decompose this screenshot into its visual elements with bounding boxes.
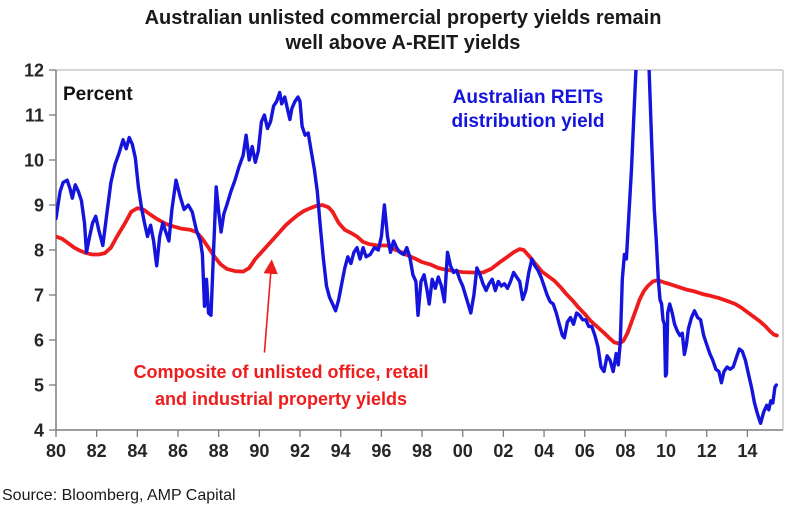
chart-title: Australian unlisted commercial property … <box>0 6 806 56</box>
x-tick-label: 10 <box>656 441 676 461</box>
x-tick-label: 98 <box>412 441 432 461</box>
property-label-arrow <box>263 259 278 353</box>
y-tick-label: 5 <box>34 376 44 396</box>
y-tick-label: 8 <box>34 241 44 261</box>
x-tick-label: 90 <box>249 441 269 461</box>
property-series-label-line1: Composite of unlisted office, retail <box>133 362 429 382</box>
y-tick-label: 11 <box>25 106 44 126</box>
reit-series-label-line1: Australian REITs <box>452 87 604 108</box>
y-tick-label: 9 <box>34 196 44 216</box>
y-tick-label: 7 <box>34 286 44 306</box>
chart-title-line1: Australian unlisted commercial property … <box>144 7 662 29</box>
y-tick-label: 10 <box>24 151 44 171</box>
reit-yield-line <box>56 70 778 425</box>
x-tick-label: 06 <box>575 441 595 461</box>
x-tick-label: 96 <box>371 441 391 461</box>
reit-series-label: Australian REITs distribution yield <box>428 86 628 134</box>
y-tick-label: 6 <box>34 331 44 351</box>
x-tick-label: 80 <box>46 441 66 461</box>
x-tick-label: 88 <box>209 441 229 461</box>
x-tick-label: 84 <box>127 441 147 461</box>
x-tick-label: 12 <box>697 441 717 461</box>
x-tick-label: 86 <box>168 441 188 461</box>
x-tick-label: 14 <box>737 441 757 461</box>
y-axis-unit-label: Percent <box>63 84 133 105</box>
x-tick-label: 00 <box>453 441 473 461</box>
property-series-label-line2: and industrial property yields <box>154 389 408 409</box>
source-credit: Source: Bloomberg, AMP Capital <box>2 487 236 504</box>
x-tick-label: 04 <box>534 441 554 461</box>
unlisted-property-yield-line <box>56 203 779 346</box>
reit-series-label-line2: distribution yield <box>451 111 605 132</box>
x-tick-label: 92 <box>290 441 310 461</box>
chart-title-line2: well above A-REIT yields <box>285 32 521 54</box>
x-tick-label: 02 <box>493 441 513 461</box>
property-series-label: Composite of unlisted office, retail and… <box>80 359 482 413</box>
y-tick-label: 4 <box>34 421 44 441</box>
x-tick-label: 08 <box>615 441 635 461</box>
x-tick-label: 82 <box>87 441 107 461</box>
y-tick-label: 12 <box>24 61 44 81</box>
x-tick-label: 94 <box>331 441 351 461</box>
